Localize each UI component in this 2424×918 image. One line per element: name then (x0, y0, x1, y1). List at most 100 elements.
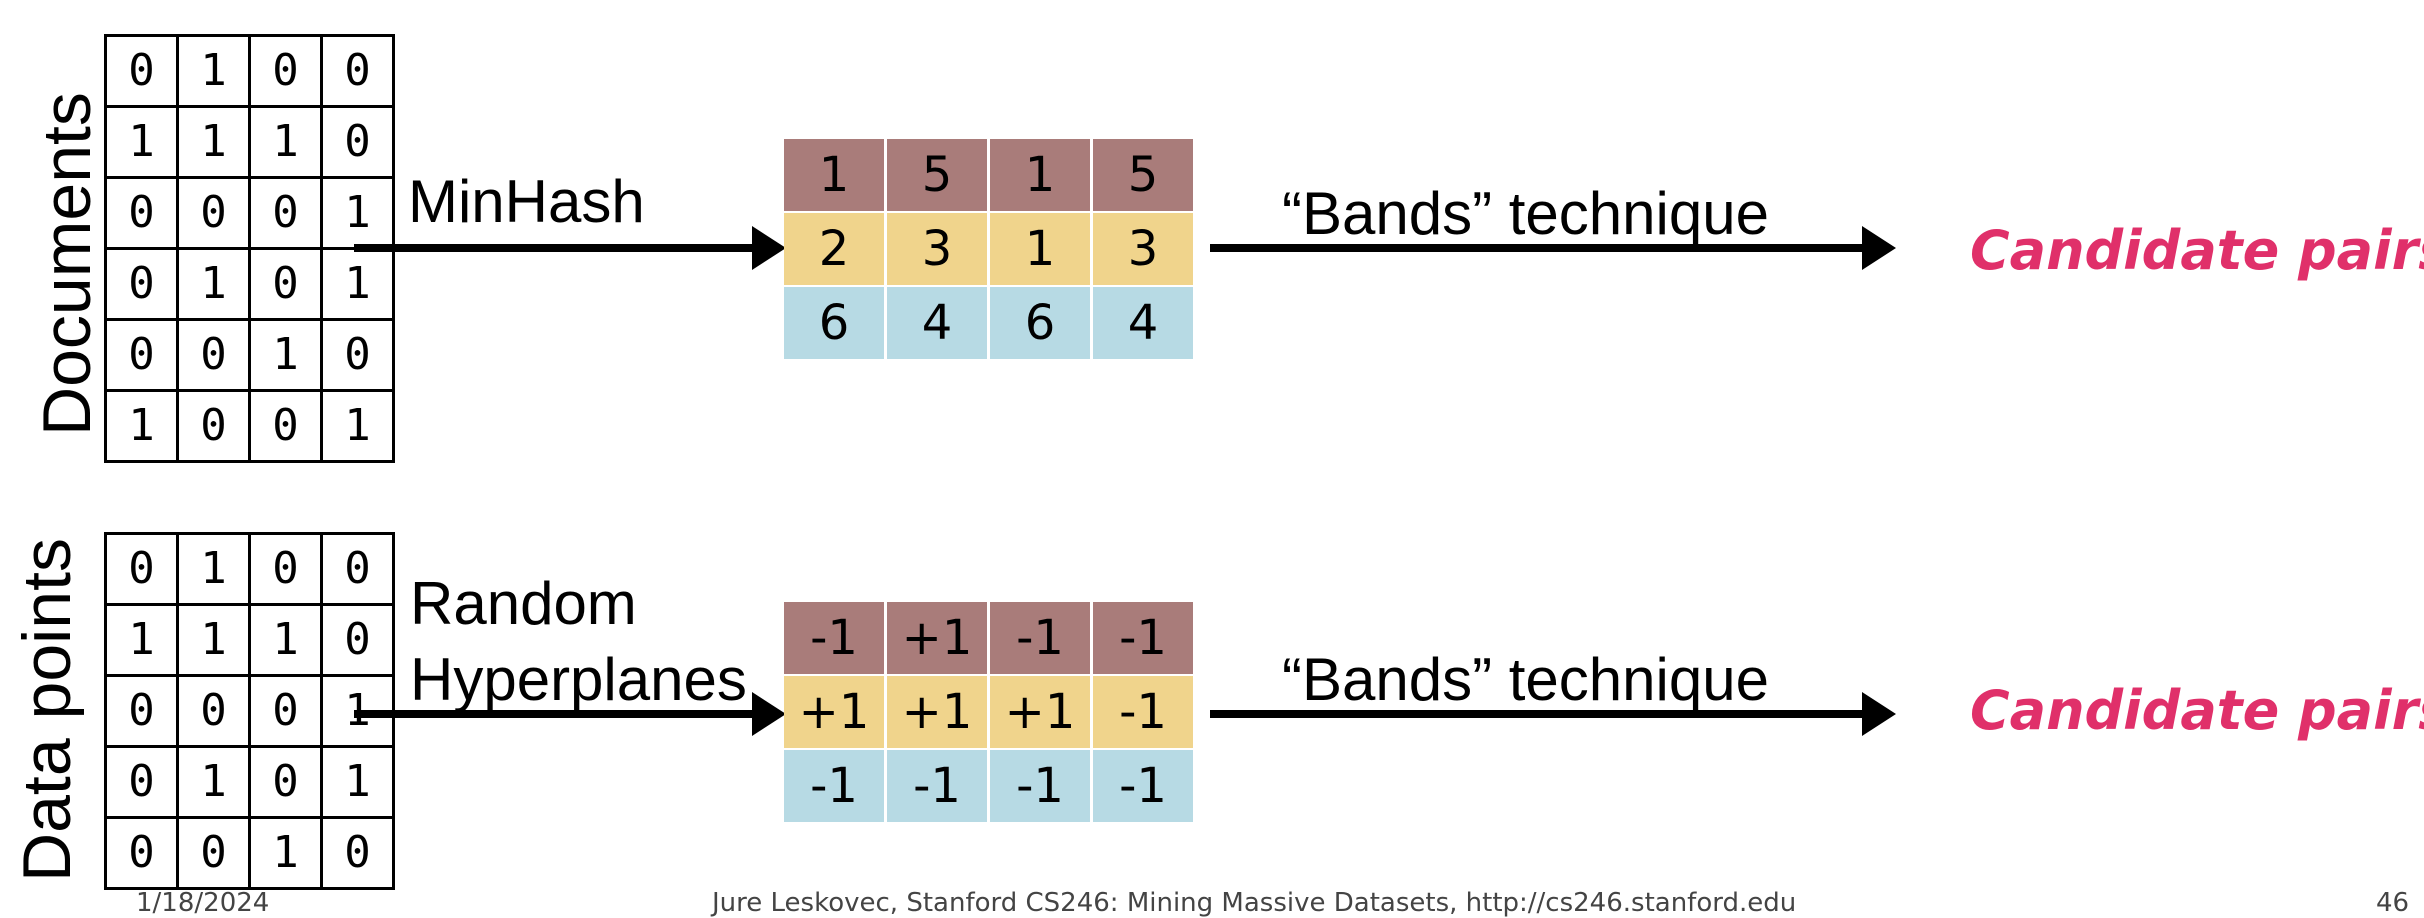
matrix-cell: 0 (320, 105, 395, 179)
matrix-cell: 1 (176, 532, 251, 606)
signature-cell: +1 (887, 602, 987, 674)
matrix-cell: 0 (104, 247, 179, 321)
matrix-cell: 0 (248, 389, 323, 463)
matrix-cell: 1 (320, 389, 395, 463)
matrix-cell: 1 (104, 105, 179, 179)
matrix-cell: 1 (176, 105, 251, 179)
matrix-cell: 1 (248, 105, 323, 179)
candidate-pairs-label-2: Candidate pairs (1970, 679, 2424, 742)
matrix-cell: 0 (104, 318, 179, 392)
candidate-pairs-label-1: Candidate pairs (1970, 219, 2424, 282)
hyperplanes-arrowhead (752, 692, 786, 736)
bands-technique-label-1: “Bands” technique (1282, 180, 1769, 247)
signature-cell: 1 (990, 213, 1090, 285)
minhash-label: MinHash (408, 168, 645, 235)
matrix-cell: 0 (320, 34, 395, 108)
bands-arrow-1 (1210, 244, 1876, 252)
signature-cell: -1 (1093, 602, 1193, 674)
matrix-cell: 1 (248, 318, 323, 392)
matrix-cell: 1 (176, 603, 251, 677)
matrix-cell: 1 (320, 247, 395, 321)
signature-cell: 3 (887, 213, 987, 285)
bands-arrowhead-1 (1862, 226, 1896, 270)
matrix-cell: 1 (176, 34, 251, 108)
data-points-label: Data points (9, 538, 85, 882)
matrix-cell: 0 (104, 745, 179, 819)
signature-cell: 3 (1093, 213, 1193, 285)
signature-cell: -1 (990, 602, 1090, 674)
matrix-cell: 0 (176, 389, 251, 463)
matrix-cell: 1 (320, 745, 395, 819)
matrix-cell: 0 (320, 603, 395, 677)
matrix-cell: 0 (248, 532, 323, 606)
matrix-cell: 0 (248, 745, 323, 819)
signature-cell: -1 (887, 750, 987, 822)
footer-date: 1/18/2024 (136, 888, 270, 918)
matrix-cell: 0 (104, 34, 179, 108)
random-label: Random (410, 570, 637, 637)
matrix-cell: 0 (248, 34, 323, 108)
matrix-cell: 0 (176, 674, 251, 748)
matrix-cell: 0 (248, 247, 323, 321)
signature-cell: 6 (784, 287, 884, 359)
matrix-cell: 0 (320, 318, 395, 392)
matrix-cell: 1 (104, 603, 179, 677)
matrix-cell: 0 (104, 176, 179, 250)
signature-cell: -1 (1093, 676, 1193, 748)
matrix-cell: 0 (176, 176, 251, 250)
signature-cell: +1 (784, 676, 884, 748)
matrix-cell: 0 (104, 816, 179, 890)
matrix-cell: 0 (248, 674, 323, 748)
matrix-cell: 0 (176, 318, 251, 392)
footer-credit: Jure Leskovec, Stanford CS246: Mining Ma… (712, 888, 1797, 918)
hyperplanes-arrow (354, 710, 766, 718)
hyperplanes-label: Hyperplanes (410, 646, 747, 713)
minhash-arrowhead (752, 226, 786, 270)
matrix-cell: 1 (248, 816, 323, 890)
bands-arrowhead-2 (1862, 692, 1896, 736)
signature-cell: 4 (1093, 287, 1193, 359)
bands-technique-label-2: “Bands” technique (1282, 646, 1769, 713)
signature-cell: +1 (990, 676, 1090, 748)
matrix-cell: 1 (320, 176, 395, 250)
signature-cell: -1 (1093, 750, 1193, 822)
matrix-cell: 0 (320, 816, 395, 890)
matrix-cell: 1 (248, 603, 323, 677)
matrix-cell: 1 (104, 389, 179, 463)
signature-cell: 1 (990, 139, 1090, 211)
matrix-cell: 0 (176, 816, 251, 890)
signature-cell: -1 (990, 750, 1090, 822)
signature-cell: +1 (887, 676, 987, 748)
matrix-cell: 0 (104, 674, 179, 748)
matrix-cell: 1 (176, 247, 251, 321)
signature-cell: -1 (784, 750, 884, 822)
signature-cell: 5 (887, 139, 987, 211)
hyperplane-signature-matrix: -1 +1 -1 -1 +1 +1 +1 -1 -1 -1 -1 -1 (784, 602, 1193, 822)
bands-arrow-2 (1210, 710, 1876, 718)
documents-label: Documents (29, 92, 105, 436)
signature-cell: -1 (784, 602, 884, 674)
signature-cell: 5 (1093, 139, 1193, 211)
matrix-cell: 0 (320, 532, 395, 606)
matrix-cell: 0 (248, 176, 323, 250)
signature-cell: 6 (990, 287, 1090, 359)
signature-cell: 2 (784, 213, 884, 285)
matrix-cell: 0 (104, 532, 179, 606)
signature-cell: 1 (784, 139, 884, 211)
minhash-arrow (354, 244, 766, 252)
footer-page-number: 46 (2376, 888, 2410, 918)
matrix-cell: 1 (176, 745, 251, 819)
